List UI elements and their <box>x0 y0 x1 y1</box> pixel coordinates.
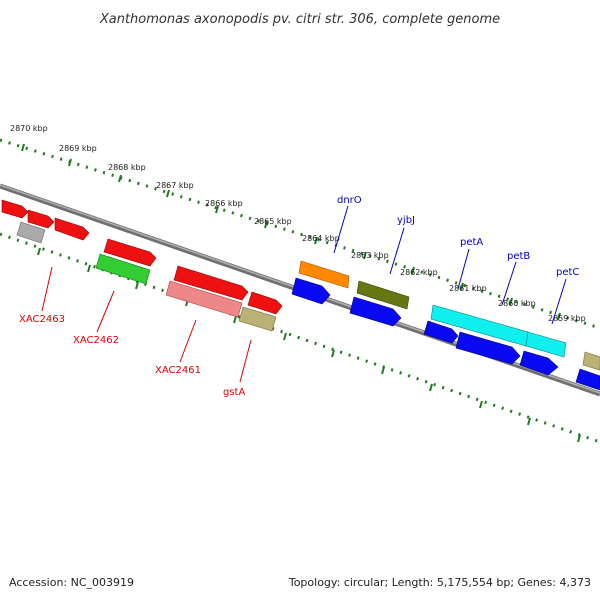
tick-label: 2867 kbp <box>156 181 194 190</box>
tick-label: 2866 kbp <box>205 199 243 208</box>
gene-blue[interactable] <box>575 368 600 391</box>
map-title: Xanthomonas axonopodis pv. citri str. 30… <box>99 12 500 27</box>
gene-red[interactable] <box>1 199 29 219</box>
tick-label: 2865 kbp <box>254 217 292 226</box>
gene-label-yjbj: yjbJ <box>397 215 415 226</box>
gene-label-petb: petB <box>507 251 530 262</box>
gene-label-peta: petA <box>460 237 483 248</box>
gene-blue[interactable] <box>349 296 402 327</box>
gene-label-gsta: gstA <box>223 387 245 398</box>
gene-red[interactable] <box>27 209 55 229</box>
gene-label-xac2462: XAC2462 <box>73 335 119 346</box>
tick-label: 2859 kbp <box>548 314 586 323</box>
gene-red[interactable] <box>173 265 249 301</box>
gene-pink[interactable] <box>165 280 243 318</box>
forward-strand-genes <box>1 199 600 371</box>
gene-blue[interactable] <box>519 350 559 376</box>
reverse-strand-genes <box>16 221 600 391</box>
tick-label: 2869 kbp <box>59 144 97 153</box>
gene-red[interactable] <box>103 238 157 267</box>
gene-olive[interactable] <box>356 280 410 310</box>
tick-label: 2862 kbp <box>400 268 438 277</box>
gene-labels: XAC2463 XAC2462 XAC2461 gstA dnrO yjbJ p… <box>19 195 579 398</box>
gene-red[interactable] <box>247 291 283 315</box>
gene-red[interactable] <box>54 217 90 241</box>
tick-label: 2870 kbp <box>10 124 48 133</box>
tick-label: 2868 kbp <box>108 163 146 172</box>
gene-blue[interactable] <box>291 277 331 305</box>
tick-labels: 2870 kbp 2869 kbp 2868 kbp 2867 kbp 2866… <box>10 124 586 323</box>
gene-orange[interactable] <box>298 260 350 289</box>
gene-label-xac2463: XAC2463 <box>19 314 65 325</box>
gene-khaki[interactable] <box>238 306 277 332</box>
outer-ruler <box>0 138 600 330</box>
label-connectors <box>41 205 567 383</box>
gene-gray[interactable] <box>16 221 46 244</box>
genome-summary-text: Topology: circular; Length: 5,175,554 bp… <box>288 576 591 589</box>
gene-label-xac2461: XAC2461 <box>155 365 201 376</box>
gene-cyan[interactable] <box>525 331 567 358</box>
tick-label: 2861 kbp <box>449 284 487 293</box>
gene-khaki[interactable] <box>582 351 600 371</box>
gene-blue[interactable] <box>455 331 521 365</box>
tick-label: 2864 kbp <box>302 234 340 243</box>
accession-text: Accession: NC_003919 <box>9 576 134 589</box>
gene-label-petc: petC <box>556 267 579 278</box>
gene-label-dnro: dnrO <box>337 195 362 206</box>
gene-green[interactable] <box>95 253 151 285</box>
tick-label: 2863 kbp <box>351 251 389 260</box>
tick-label: 2860 kbp <box>498 299 536 308</box>
gene-blue[interactable] <box>423 320 459 344</box>
